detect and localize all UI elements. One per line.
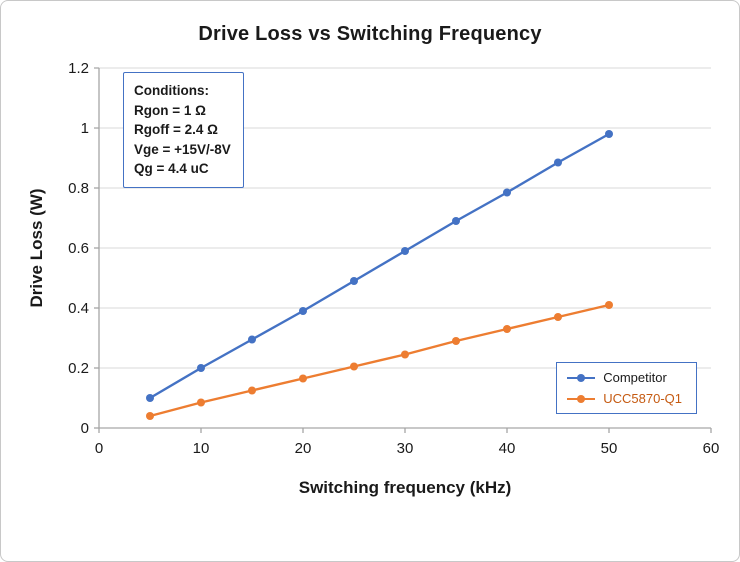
legend-dot — [577, 373, 586, 382]
data-point-marker — [146, 394, 154, 402]
data-point-marker — [605, 130, 613, 138]
data-point-marker — [146, 412, 154, 420]
chart-area: 0 0.2 0.4 0.6 0.8 1 1.2 0 10 20 30 40 50 60 Drive Los… — [11, 56, 731, 476]
conditions-line: Vge = +15V/-8V — [134, 141, 231, 157]
data-point-marker — [452, 337, 460, 345]
data-point-marker — [452, 217, 460, 225]
legend-item-ucc5870-q1: UCC5870-Q1 — [567, 391, 682, 406]
data-point-marker — [401, 247, 409, 255]
line-dot-marker-icon — [567, 394, 596, 403]
data-point-marker — [503, 188, 511, 197]
series-line — [149, 132, 610, 400]
conditions-line: Rgoff = 2.4 Ω — [134, 122, 218, 138]
conditions-box: Conditions: Rgon = 1 Ω Rgoff = 2.4 Ω Vge… — [123, 72, 244, 188]
legend-label: UCC5870-Q1 — [603, 391, 682, 406]
y-tick-label: 0 — [81, 420, 89, 437]
x-tick-label: 50 — [601, 440, 618, 457]
conditions-line: Qg = 4.4 uC — [134, 161, 209, 177]
legend: Competitor UCC5870-Q1 — [556, 362, 697, 414]
y-tick-label: 0.8 — [68, 180, 89, 197]
data-point-marker — [197, 364, 205, 372]
line-dot-marker-icon — [567, 373, 596, 382]
y-tick-label: 1.2 — [68, 60, 89, 77]
chart-title: Drive Loss vs Switching Frequency — [198, 23, 542, 45]
y-axis-label: Drive Loss (W) — [27, 188, 46, 308]
data-point-marker — [503, 325, 511, 333]
x-tick-label: 40 — [499, 440, 516, 457]
y-tick-label: 0.2 — [68, 360, 89, 377]
legend-dot — [577, 394, 586, 403]
y-tick-label: 0.4 — [68, 300, 89, 317]
x-tick-label: 60 — [703, 440, 720, 457]
legend-label: Competitor — [603, 370, 667, 385]
data-point-marker — [554, 313, 562, 321]
x-axis-label: Switching frequency (kHz) — [298, 478, 512, 497]
legend-item-competitor: Competitor — [567, 370, 682, 385]
data-point-marker — [197, 398, 205, 407]
x-tick-label: 0 — [95, 440, 103, 457]
data-point-marker — [248, 386, 256, 395]
x-tick-label: 10 — [193, 440, 210, 457]
y-tick-label: 1 — [81, 120, 89, 137]
data-point-marker — [401, 350, 409, 359]
data-point-marker — [350, 362, 358, 371]
conditions-line: Rgon = 1 Ω — [134, 102, 206, 118]
conditions-line: Conditions: — [134, 83, 209, 98]
data-point-marker — [299, 374, 307, 383]
data-point-marker — [605, 301, 613, 309]
data-point-marker — [299, 307, 307, 315]
x-tick-label: 30 — [397, 440, 414, 457]
x-tick-label: 20 — [295, 440, 312, 457]
series-line — [149, 303, 610, 418]
data-point-marker — [350, 277, 358, 285]
chart-canvas: 0 0.2 0.4 0.6 0.8 1 1.2 0 10 20 30 40 50 60 — [68, 60, 720, 457]
y-tick-label: 0.6 — [68, 240, 89, 257]
data-point-marker — [248, 335, 256, 344]
data-point-marker — [554, 158, 562, 167]
